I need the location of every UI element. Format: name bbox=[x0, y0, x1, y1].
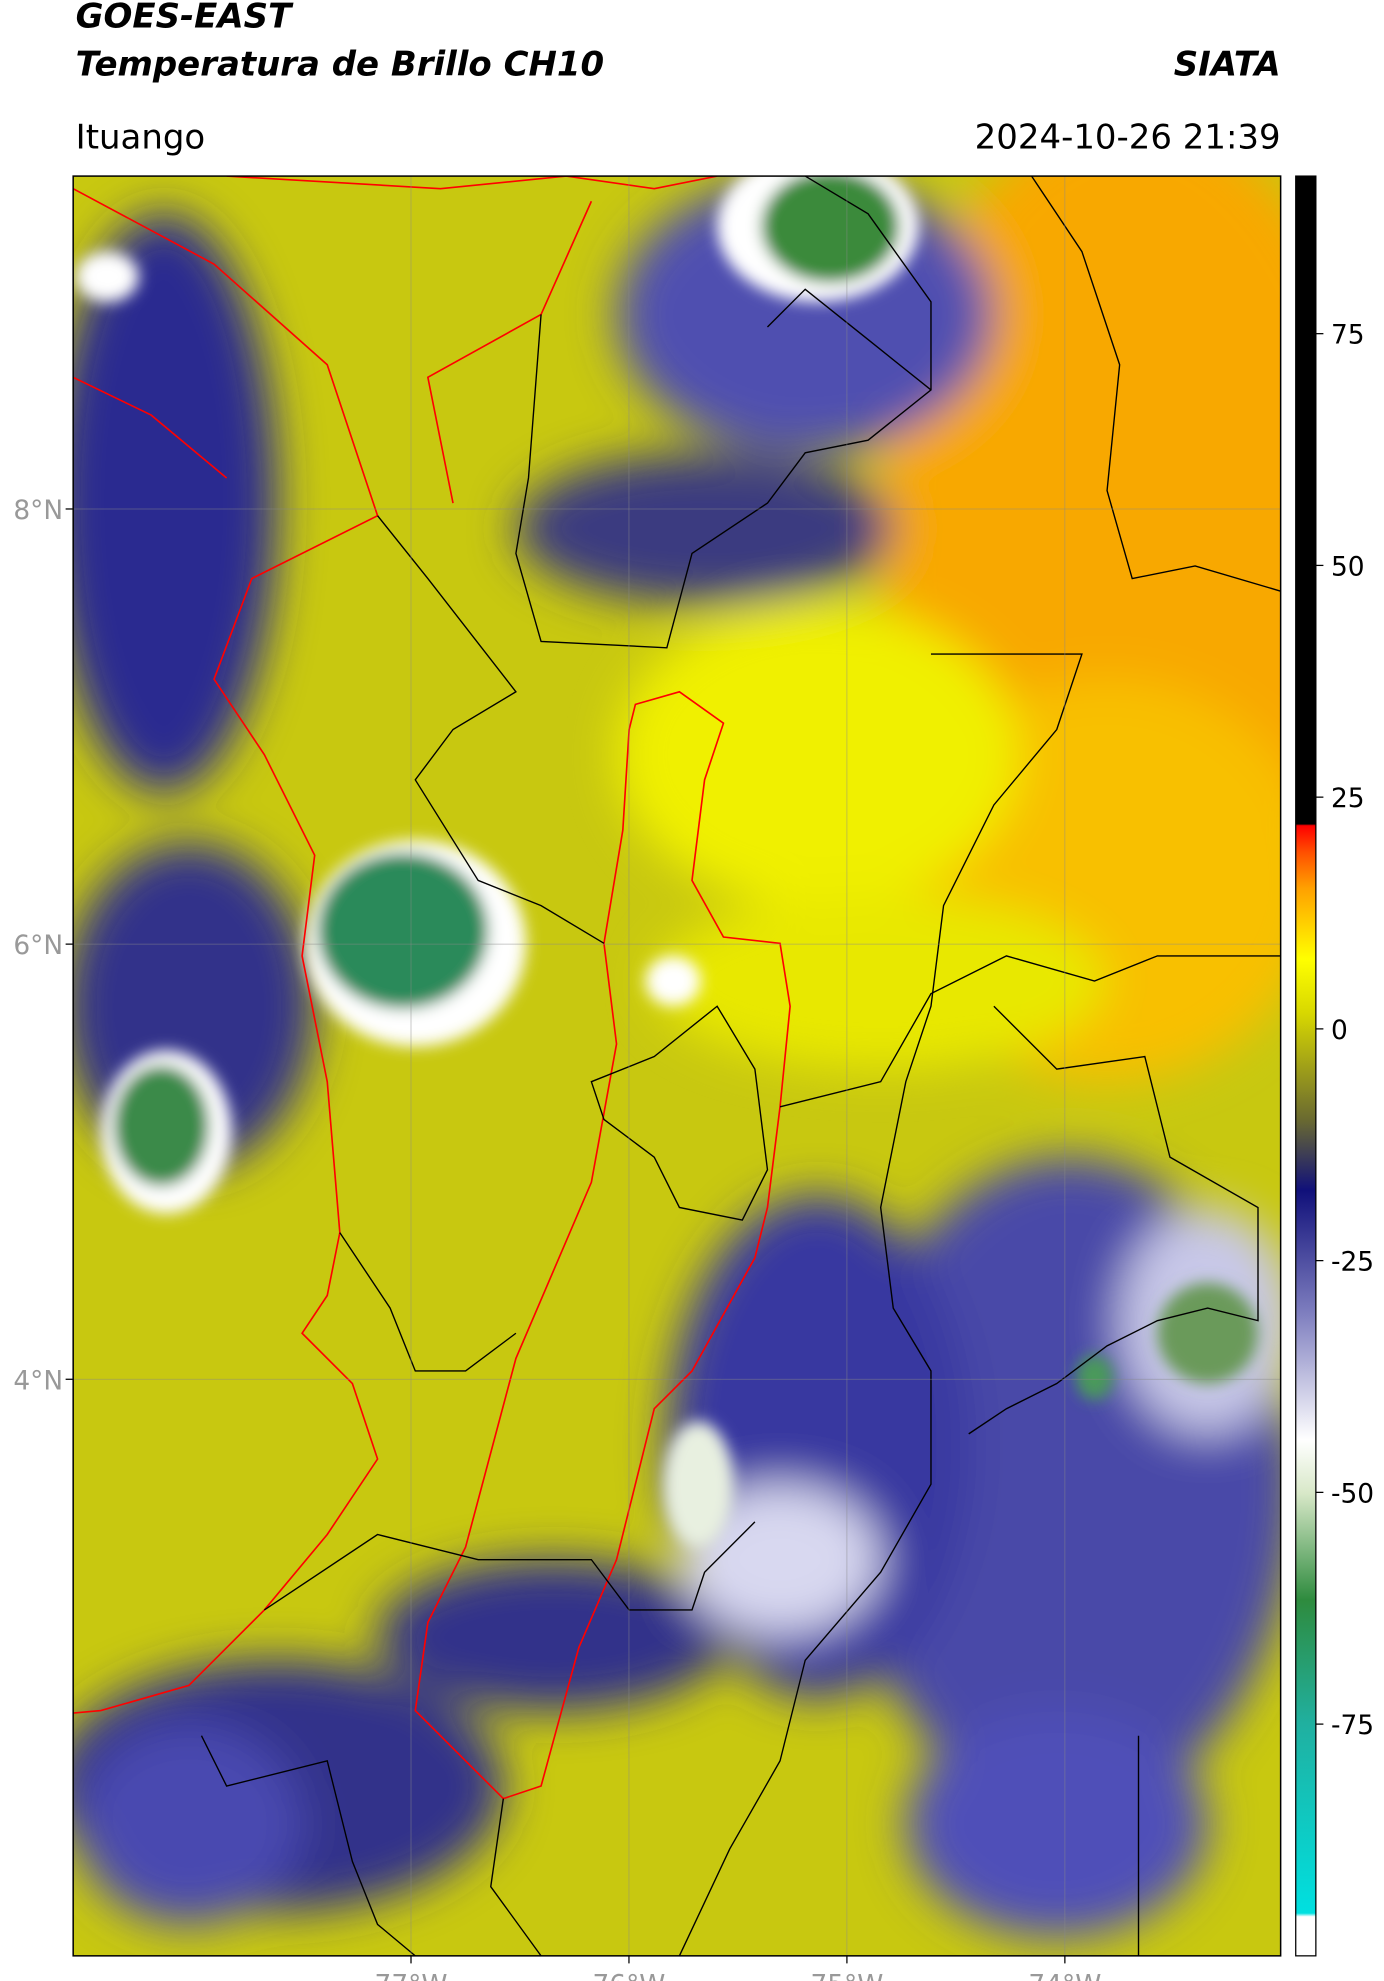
colorbar-tick-label: 25 bbox=[1331, 783, 1365, 814]
colorbar-tick-label: 75 bbox=[1331, 320, 1365, 351]
colorbar-tick-label: -25 bbox=[1331, 1247, 1374, 1278]
colorbar-tick-label: -50 bbox=[1331, 1478, 1374, 1509]
agency: SIATA bbox=[1174, 44, 1281, 84]
location: Ituango bbox=[76, 117, 206, 157]
lat-tick-label: 8°N bbox=[13, 495, 63, 526]
title: GOES-EAST bbox=[76, 0, 294, 37]
map-frame bbox=[72, 175, 1282, 1957]
satellite-image bbox=[73, 176, 1281, 1956]
lon-tick-label: 75°W bbox=[810, 1970, 883, 1981]
colorbar-tick-label: 50 bbox=[1331, 551, 1365, 582]
lon-tick-label: 77°W bbox=[375, 1970, 448, 1981]
lon-tick-label: 76°W bbox=[592, 1970, 665, 1981]
timestamp: 2024-10-26 21:39 bbox=[975, 117, 1281, 157]
subtitle: Temperatura de Brillo CH10 bbox=[76, 44, 604, 84]
colorbar-tick-label: -75 bbox=[1331, 1710, 1374, 1741]
lon-tick-label: 74°W bbox=[1028, 1970, 1101, 1981]
colorbar bbox=[1295, 175, 1317, 1957]
colorbar-tick-label: 0 bbox=[1331, 1015, 1348, 1046]
lat-tick-label: 6°N bbox=[13, 930, 63, 961]
lat-tick-label: 4°N bbox=[13, 1365, 63, 1396]
